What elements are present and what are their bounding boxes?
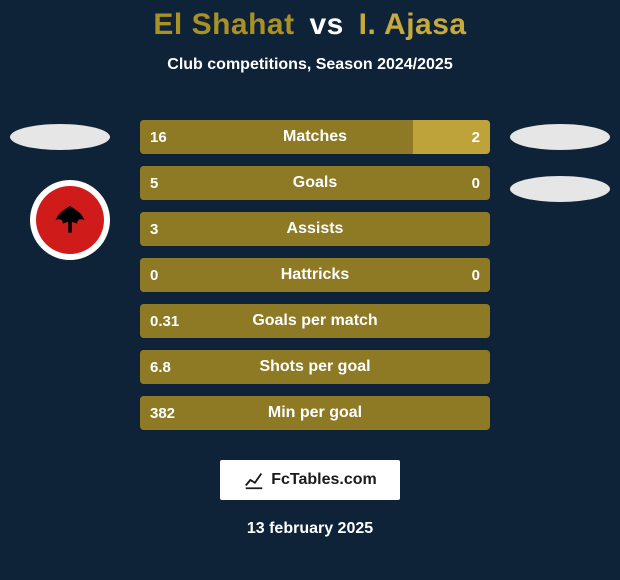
stat-label: Matches [140,120,490,154]
eagle-icon [52,202,88,238]
stat-value-right: 0 [462,166,490,200]
stat-label: Assists [140,212,490,246]
player2-club-placeholder [510,176,610,202]
footer-date: 13 february 2025 [0,520,620,538]
source-label: FcTables.com [271,471,377,489]
player2-name: I. Ajasa [359,8,467,41]
stat-value-right [470,350,490,384]
stat-label: Hattricks [140,258,490,292]
stat-label: Goals per match [140,304,490,338]
subtitle: Club competitions, Season 2024/2025 [0,56,620,74]
chart-icon [243,469,265,491]
source-badge: FcTables.com [220,460,400,500]
stat-row: 5Goals0 [140,166,490,200]
stat-row: 6.8Shots per goal [140,350,490,384]
player2-headshot-placeholder [510,124,610,150]
stat-label: Min per goal [140,396,490,430]
player1-name: El Shahat [153,8,294,41]
stat-row: 3Assists [140,212,490,246]
stat-label: Shots per goal [140,350,490,384]
stat-value-right [470,396,490,430]
stat-value-right [470,212,490,246]
stat-value-right: 0 [462,258,490,292]
stats-bars: 16Matches25Goals03Assists0Hattricks00.31… [140,120,490,442]
page-title: El Shahat vs I. Ajasa [0,0,620,42]
stat-value-right: 2 [462,120,490,154]
club-badge-inner [36,186,104,254]
stat-row: 0.31Goals per match [140,304,490,338]
stat-label: Goals [140,166,490,200]
vs-label: vs [309,8,343,41]
comparison-card: El Shahat vs I. Ajasa Club competitions,… [0,0,620,580]
stat-row: 382Min per goal [140,396,490,430]
stat-row: 16Matches2 [140,120,490,154]
player1-club-badge [30,180,110,260]
stat-value-right [470,304,490,338]
player1-headshot-placeholder [10,124,110,150]
stat-row: 0Hattricks0 [140,258,490,292]
